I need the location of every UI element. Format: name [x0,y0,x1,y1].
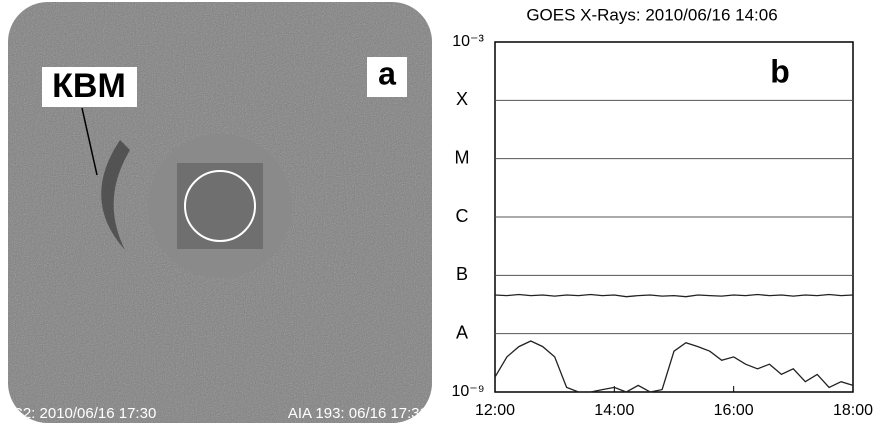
panel-a: КВМ a C2: 2010/06/16 17:30 AIA 193: 06/1… [8,2,432,423]
y-tick-label: X [456,89,468,109]
y-tick-label: M [455,147,470,167]
panel-b: GOES X-Rays: 2010/06/16 14:06 b 10⁻⁹ A B C M… [451,5,873,419]
x-tick-label: 12:00 [475,402,515,419]
y-tick-label: 10⁻³ [452,33,484,50]
cme-front [101,140,130,250]
x-tick-label: 14:00 [594,402,634,419]
y-tick-label: 10⁻⁹ [451,383,484,400]
series-line [494,340,854,393]
aia-image [177,163,263,249]
caption-left: C2: 2010/06/16 17:30 [12,405,156,422]
annotation-box [42,67,137,107]
y-tick-label: C [456,206,469,226]
chart-title: GOES X-Rays: 2010/06/16 14:06 [526,5,777,24]
x-tick-label: 16:00 [714,402,754,419]
solar-limb [184,170,256,242]
y-tick-label: A [456,322,468,342]
series-line [494,293,854,298]
pointer [81,107,98,176]
y-tick-label: B [456,264,468,284]
caption-right: AIA 193: 06/16 17:30 [288,405,428,422]
x-tick-label: 18:00 [833,402,873,419]
annotation: КВМ [52,67,126,105]
panel-label: b [770,53,790,89]
label-box [367,57,407,97]
panel-label: a [378,55,396,91]
